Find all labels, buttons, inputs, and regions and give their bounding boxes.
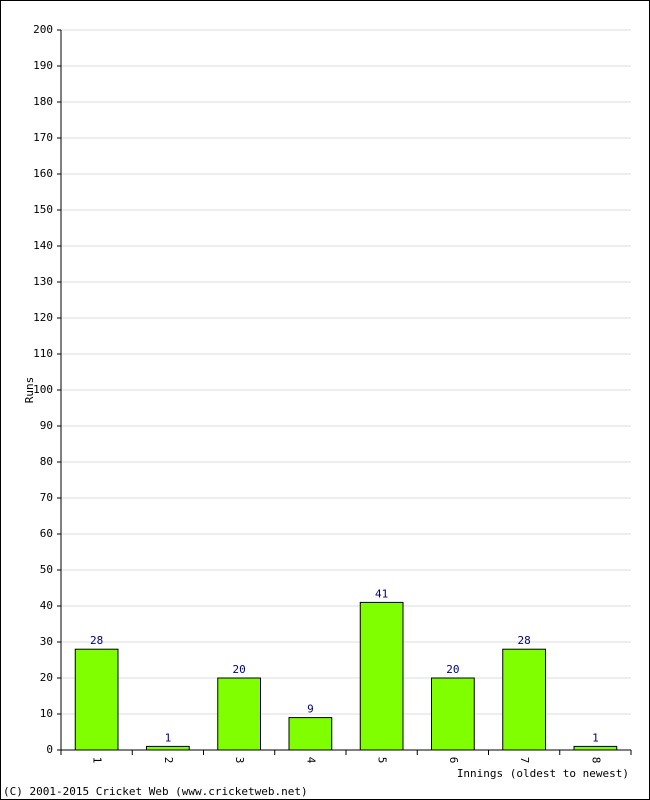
- value-label: 20: [233, 663, 246, 676]
- x-tick-label: 1: [91, 757, 104, 764]
- x-tick-label: 8: [589, 757, 602, 764]
- y-tick-label: 170: [33, 131, 53, 144]
- y-tick-label: 110: [33, 347, 53, 360]
- y-axis-label: Runs: [23, 377, 36, 404]
- bar: [502, 648, 546, 751]
- y-tick-label: 20: [40, 671, 53, 684]
- y-tick-label: 190: [33, 59, 53, 72]
- y-tick-label: 130: [33, 275, 53, 288]
- y-tick-label: 140: [33, 239, 53, 252]
- y-tick-label: 30: [40, 635, 53, 648]
- bar: [217, 677, 261, 751]
- value-label: 9: [307, 703, 314, 716]
- y-tick-label: 50: [40, 563, 53, 576]
- value-label: 28: [90, 634, 103, 647]
- x-tick-label: 7: [518, 757, 531, 764]
- y-tick-label: 150: [33, 203, 53, 216]
- x-tick-label: 4: [304, 757, 317, 764]
- x-tick-label: 5: [376, 757, 389, 764]
- x-tick-label: 6: [447, 757, 460, 764]
- y-tick-label: 200: [33, 23, 53, 36]
- value-label: 1: [592, 731, 599, 744]
- y-tick-label: 180: [33, 95, 53, 108]
- value-label: 41: [375, 587, 388, 600]
- y-tick-label: 60: [40, 527, 53, 540]
- footer: (C) 2001-2015 Cricket Web (www.cricketwe…: [3, 785, 308, 798]
- y-tick-label: 120: [33, 311, 53, 324]
- value-label: 28: [518, 634, 531, 647]
- bar: [74, 648, 119, 751]
- y-tick-label: 160: [33, 167, 53, 180]
- y-tick-label: 80: [40, 455, 53, 468]
- x-tick-label: 2: [162, 757, 175, 764]
- y-tick-label: 10: [40, 707, 53, 720]
- y-tick-label: 100: [33, 383, 53, 396]
- bar: [359, 601, 404, 751]
- y-tick-label: 90: [40, 419, 53, 432]
- y-tick-label: 0: [46, 743, 53, 756]
- bar: [146, 745, 190, 751]
- bar: [573, 745, 618, 751]
- x-axis-label: Innings (oldest to newest): [457, 767, 629, 780]
- y-tick-label: 40: [40, 599, 53, 612]
- value-label: 20: [446, 663, 459, 676]
- value-label: 1: [165, 731, 172, 744]
- y-tick-label: 70: [40, 491, 53, 504]
- x-tick-label: 3: [233, 757, 246, 764]
- bar: [288, 717, 333, 751]
- bar: [431, 677, 475, 751]
